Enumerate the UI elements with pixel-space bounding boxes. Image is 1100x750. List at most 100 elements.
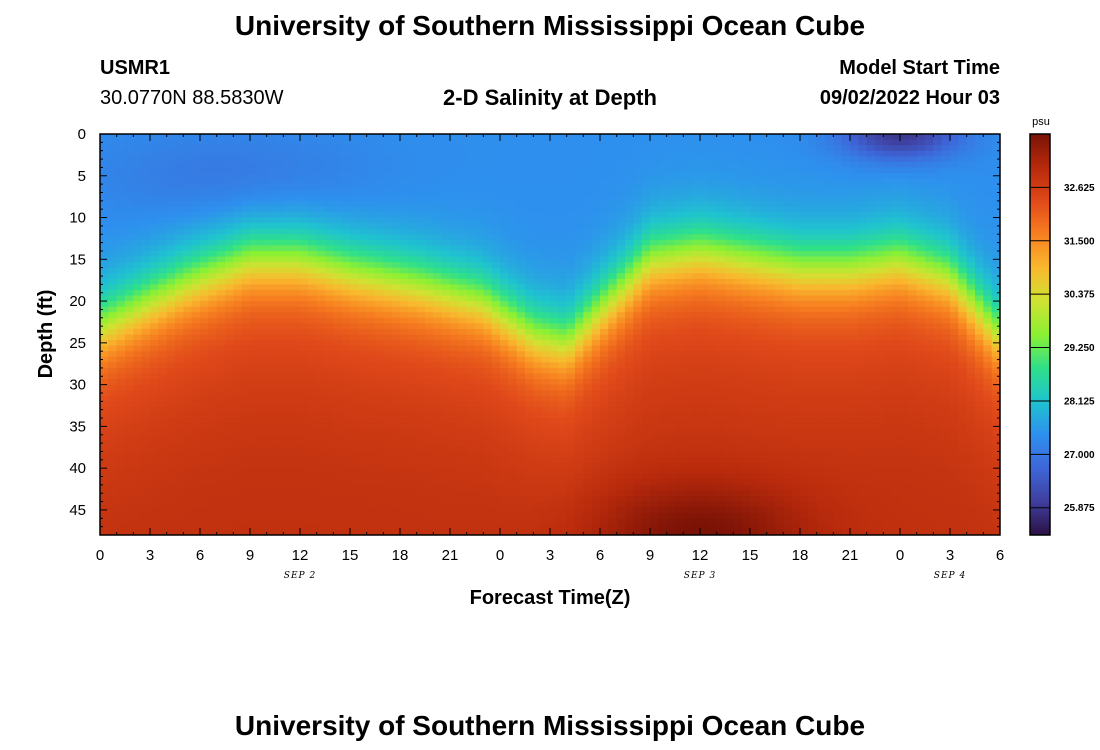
heatmap-cell xyxy=(133,139,143,146)
heatmap-cell xyxy=(216,473,226,480)
heatmap-cell xyxy=(416,250,426,258)
heatmap-cell xyxy=(591,139,601,146)
heatmap-cell xyxy=(525,367,534,375)
heatmap-cell xyxy=(666,362,676,369)
heatmap-cell xyxy=(466,507,476,514)
heatmap-cell xyxy=(666,390,676,397)
heatmap-cell xyxy=(216,362,226,369)
heatmap-cell xyxy=(258,317,268,324)
heatmap-cell xyxy=(183,211,193,219)
heatmap-cell xyxy=(191,390,201,397)
heatmap-cell xyxy=(125,451,134,458)
heatmap-cell xyxy=(275,167,284,174)
heatmap-cell xyxy=(200,429,209,436)
heatmap-cell xyxy=(650,284,659,291)
heatmap-cell xyxy=(250,278,259,285)
heatmap-cell xyxy=(425,462,434,469)
heatmap-cell xyxy=(475,284,484,291)
heatmap-cell xyxy=(575,473,584,480)
heatmap-cell xyxy=(441,373,451,380)
heatmap-cell xyxy=(391,412,401,419)
heatmap-cell xyxy=(300,379,309,386)
heatmap-cell xyxy=(441,445,451,453)
heatmap-cell xyxy=(425,206,434,213)
heatmap-cell xyxy=(191,529,201,535)
heatmap-cell xyxy=(625,384,634,391)
heatmap-cell xyxy=(583,373,593,380)
heatmap-cell xyxy=(258,423,268,430)
heatmap-cell xyxy=(600,172,609,180)
heatmap-cell xyxy=(566,479,576,486)
heatmap-cell xyxy=(516,195,526,202)
heatmap-cell xyxy=(383,523,393,531)
heatmap-cell xyxy=(508,412,518,419)
heatmap-cell xyxy=(325,429,334,436)
heatmap-cell xyxy=(633,273,643,280)
heatmap-cell xyxy=(550,317,559,324)
heatmap-cell xyxy=(216,161,226,169)
heatmap-cell xyxy=(658,323,668,330)
heatmap-cell xyxy=(491,356,501,363)
heatmap-cell xyxy=(250,139,259,146)
heatmap-cell xyxy=(275,295,284,302)
heatmap-cell xyxy=(241,512,251,519)
heatmap-cell xyxy=(200,462,209,469)
heatmap-cell xyxy=(233,473,243,480)
heatmap-cell xyxy=(533,390,543,397)
heatmap-cell xyxy=(458,328,468,336)
heatmap-cell xyxy=(250,267,259,274)
heatmap-cell xyxy=(233,295,243,302)
heatmap-cell xyxy=(225,312,234,319)
heatmap-cell xyxy=(158,312,168,319)
heatmap-cell xyxy=(391,161,401,169)
heatmap-cell xyxy=(308,156,318,163)
heatmap-cell xyxy=(241,395,251,402)
heatmap-cell xyxy=(258,440,268,447)
heatmap-cell xyxy=(125,479,134,486)
heatmap-cell xyxy=(475,484,484,492)
heatmap-cell xyxy=(358,501,368,508)
heatmap-cell xyxy=(216,412,226,419)
heatmap-cell xyxy=(316,490,326,497)
heatmap-cell xyxy=(441,529,451,535)
heatmap-cell xyxy=(666,172,676,180)
heatmap-cell xyxy=(391,529,401,535)
heatmap-cell xyxy=(516,223,526,230)
heatmap-cell xyxy=(216,301,226,308)
heatmap-cell xyxy=(383,440,393,447)
heatmap-cell xyxy=(158,145,168,152)
heatmap-cell xyxy=(558,139,568,146)
heatmap-cell xyxy=(650,295,659,302)
heatmap-cell xyxy=(225,195,234,202)
heatmap-cell xyxy=(100,156,109,163)
heatmap-cell xyxy=(316,323,326,330)
heatmap-cell xyxy=(575,223,584,230)
heatmap-cell xyxy=(575,256,584,263)
heatmap-cell xyxy=(150,395,159,402)
heatmap-cell xyxy=(175,418,184,425)
heatmap-cell xyxy=(225,284,234,291)
heatmap-cell xyxy=(441,156,451,163)
heatmap-cell xyxy=(358,412,368,419)
heatmap-cell xyxy=(325,457,334,464)
heatmap-cell xyxy=(333,384,343,391)
heatmap-cell xyxy=(275,301,284,308)
heatmap-cell xyxy=(100,484,109,492)
heatmap-cell xyxy=(233,457,243,464)
heatmap-cell xyxy=(566,145,576,152)
heatmap-cell xyxy=(175,440,184,447)
heatmap-cell xyxy=(258,356,268,363)
heatmap-cell xyxy=(250,301,259,308)
heatmap-cell xyxy=(575,178,584,185)
heatmap-cell xyxy=(291,189,301,196)
heatmap-cell xyxy=(383,423,393,430)
heatmap-cell xyxy=(191,362,201,369)
heatmap-cell xyxy=(558,440,568,447)
heatmap-cell xyxy=(116,150,126,157)
heatmap-cell xyxy=(166,301,176,308)
heatmap-cell xyxy=(233,484,243,492)
heatmap-cell xyxy=(350,211,359,219)
heatmap-cell xyxy=(333,434,343,441)
heatmap-cell xyxy=(491,462,501,469)
heatmap-cell xyxy=(475,440,484,447)
